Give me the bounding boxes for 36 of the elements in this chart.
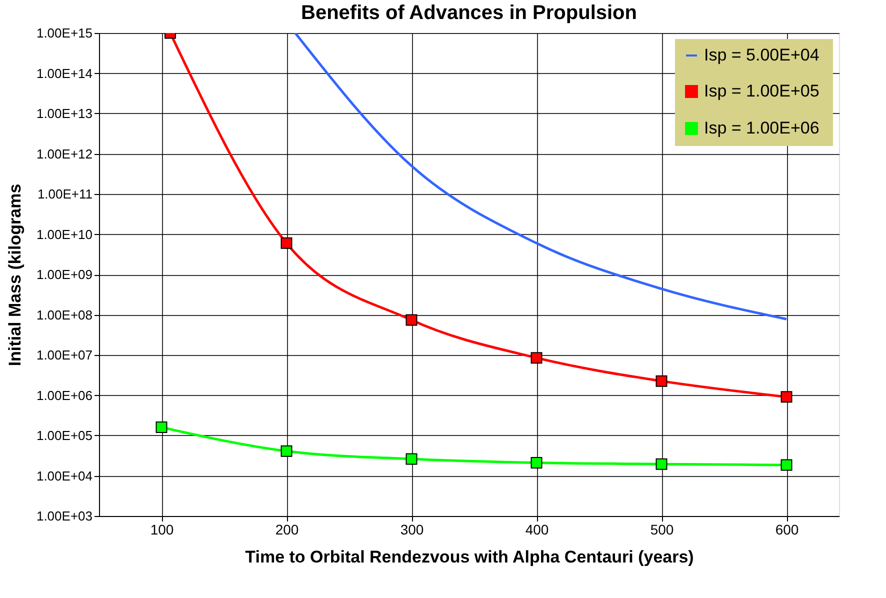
y-tick-label: 1.00E+06 [36,388,92,403]
y-tick-label: 1.00E+11 [37,186,92,202]
x-tick-label: 300 [400,522,424,538]
y-tick-label: 1.00E+13 [36,106,92,121]
y-tick-label: 1.00E+08 [36,307,92,322]
y-tick-label: 1.00E+14 [36,66,92,81]
point [656,375,668,387]
x-axis-title: Time to Orbital Rendezvous with Alpha Centauri (years) [245,548,694,566]
y-tick-label: 1.00E+04 [36,468,92,484]
legend-label: Isp = 1.00E+06 [704,118,820,138]
legend-label: Isp = 5.00E+04 [704,46,820,64]
legend-label: Isp = 1.00E+05 [704,82,820,100]
point [530,457,542,469]
x-tick-label: 100 [150,522,174,538]
y-tick-label: 1.00E+05 [36,428,92,443]
y-tick-label: 1.00E+12 [36,146,92,162]
point [406,453,418,465]
y-axis-title: Initial Mass (kilograms [5,184,24,366]
y-tick-label: 1.00E+09 [36,267,92,282]
y-tick-label: 1.00E+15 [36,26,92,40]
chart-title: Benefits of Advances in Propulsion [301,2,637,24]
point [406,314,418,326]
point [156,422,168,434]
point [780,459,792,471]
x-tick-label: 200 [275,522,299,538]
x-tick-label: 400 [525,522,549,538]
x-tick-label: 500 [650,522,674,538]
point [780,391,792,403]
x-tick-label: 600 [775,522,799,538]
point [656,458,668,470]
y-tick-label: 1.00E+10 [36,226,92,242]
point [530,352,542,364]
point [280,445,292,457]
point [280,237,292,249]
y-tick-label: 1.00E+07 [36,348,92,362]
y-tick-label: 1.00E+03 [36,508,92,524]
